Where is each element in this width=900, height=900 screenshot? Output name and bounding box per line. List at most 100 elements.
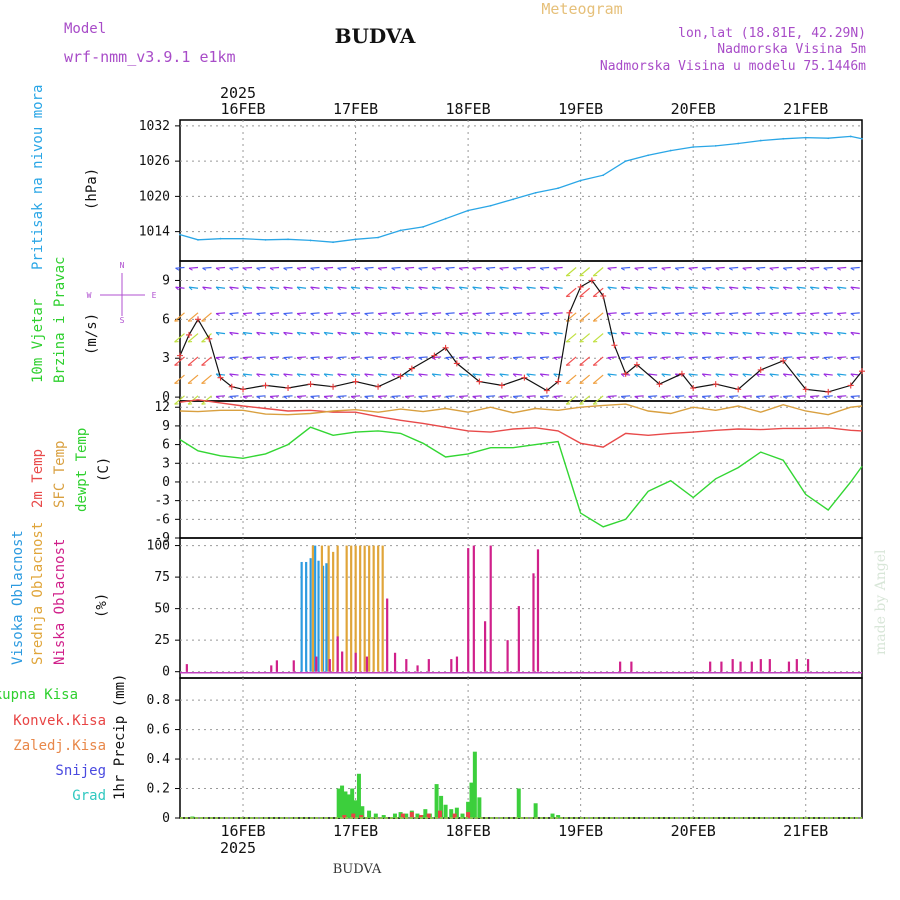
wind-arrow-head [337, 357, 342, 361]
wind-arrow [837, 356, 847, 359]
wind-arrow-head [526, 267, 531, 271]
wind-arrow [634, 395, 644, 398]
wind-arrow-head [742, 332, 747, 336]
cloud-bar-1 [320, 545, 324, 672]
wind-arrow [391, 373, 401, 376]
wind-arrow [499, 312, 509, 315]
wind-arrow [715, 356, 725, 359]
wind-arrow-head [661, 267, 666, 271]
wind-arrow-head [728, 332, 733, 336]
cloud-bar-2 [489, 545, 492, 672]
precip-bar-0 [443, 804, 448, 818]
panel-frame-4 [179, 677, 863, 819]
precip-bar-0 [516, 788, 521, 818]
pressure-point [242, 237, 244, 240]
wind-arrow [661, 266, 671, 269]
y-tick-label: 9 [162, 419, 170, 434]
precip-bar-0 [415, 813, 420, 818]
wind-arrow-head [850, 267, 855, 271]
wind-arrow-head [337, 373, 341, 378]
wind-arrow [540, 373, 550, 376]
wind-arrow [837, 266, 847, 269]
precip-bar-1 [466, 812, 471, 818]
wind-arrow-head [553, 267, 558, 271]
wind-arrow-head [364, 267, 369, 271]
precip-bar-1 [426, 813, 431, 818]
wind-arrow [688, 373, 698, 376]
wind-arrow [661, 373, 671, 376]
precip-bar-0 [343, 791, 348, 818]
wind-arrow-head [742, 373, 747, 378]
wind-arrow [201, 374, 212, 384]
wind-arrow-head [796, 396, 801, 399]
cloud-bar-0 [314, 545, 317, 672]
sfc-label: SFC Temp [52, 441, 68, 508]
wind-arrow-head [404, 267, 409, 271]
wind-arrow-head [229, 332, 233, 336]
precip-bar-0 [472, 751, 477, 818]
cloud-unit: (%) [94, 593, 110, 618]
wind-arrow-head [715, 396, 720, 399]
wind-arrow [364, 331, 374, 335]
y-tick-label: 0.6 [147, 723, 170, 738]
wind-arrow-head [404, 286, 409, 291]
wind-arrow-head [796, 286, 801, 291]
wind-arrow [418, 312, 428, 315]
cloud-bar-2 [365, 656, 369, 672]
y-tick-label: 0.8 [147, 693, 170, 708]
wind-arrow-head [620, 267, 625, 271]
wind-arrow-head [202, 267, 207, 271]
wind-arrow [174, 333, 185, 343]
wind-arrow [337, 373, 347, 376]
wind-arrow [742, 266, 752, 269]
pressure-point [782, 137, 785, 140]
wind-arrow-head [607, 286, 612, 291]
wind-arrow [337, 286, 347, 289]
wind-arrow-head [553, 286, 558, 291]
pressure-point [489, 204, 492, 207]
pressure-point [759, 139, 762, 142]
wind-arrow-head [755, 267, 760, 271]
precip-bar-0 [477, 797, 482, 818]
wind-arrow [553, 356, 563, 359]
wind-arrow-head [458, 332, 463, 336]
wind-arrow [283, 331, 293, 335]
wind-speed-marker [453, 360, 460, 367]
wind-arrow [621, 312, 631, 315]
wind-arrow [810, 312, 820, 315]
wind-arrow-head [445, 357, 450, 361]
wind-compass-w: W [87, 291, 92, 300]
wind-arrow [742, 395, 752, 398]
wind-arrow-head [391, 267, 396, 271]
wind-arrow [472, 356, 482, 359]
wind-arrow-head [229, 357, 234, 361]
x-tick-label-top: 20FEB [671, 100, 716, 118]
wind-arrow-head [796, 313, 801, 317]
precip-bar-0 [404, 813, 409, 818]
wind-arrow [243, 266, 253, 269]
wind-arrow-head [661, 373, 666, 378]
wind-arrow-head [782, 332, 787, 336]
pressure-point [377, 236, 379, 239]
wind-arrow-head [485, 267, 490, 271]
wind-arrow [297, 286, 307, 289]
wind-compass-n: N [120, 261, 125, 270]
wind-arrow [378, 331, 388, 335]
cloud-bar-1 [359, 545, 362, 672]
cloud-bar-2 [467, 548, 470, 672]
wind-arrow [579, 333, 591, 343]
wind-arrow-head [742, 267, 747, 271]
wind-arrow-head [175, 267, 180, 271]
cloud-bar-1 [377, 545, 380, 672]
y-tick-label: -3 [154, 494, 170, 509]
pressure-point [534, 191, 537, 194]
wind-arrow [688, 312, 698, 315]
wind-arrow-head [809, 357, 815, 361]
wind-arrow [783, 356, 793, 359]
wind-arrow [351, 312, 361, 315]
wind-arrow [621, 356, 631, 359]
wind-arrow-head [445, 313, 450, 317]
wind-arrow-head [539, 373, 544, 378]
panel-frame-1 [179, 260, 863, 402]
